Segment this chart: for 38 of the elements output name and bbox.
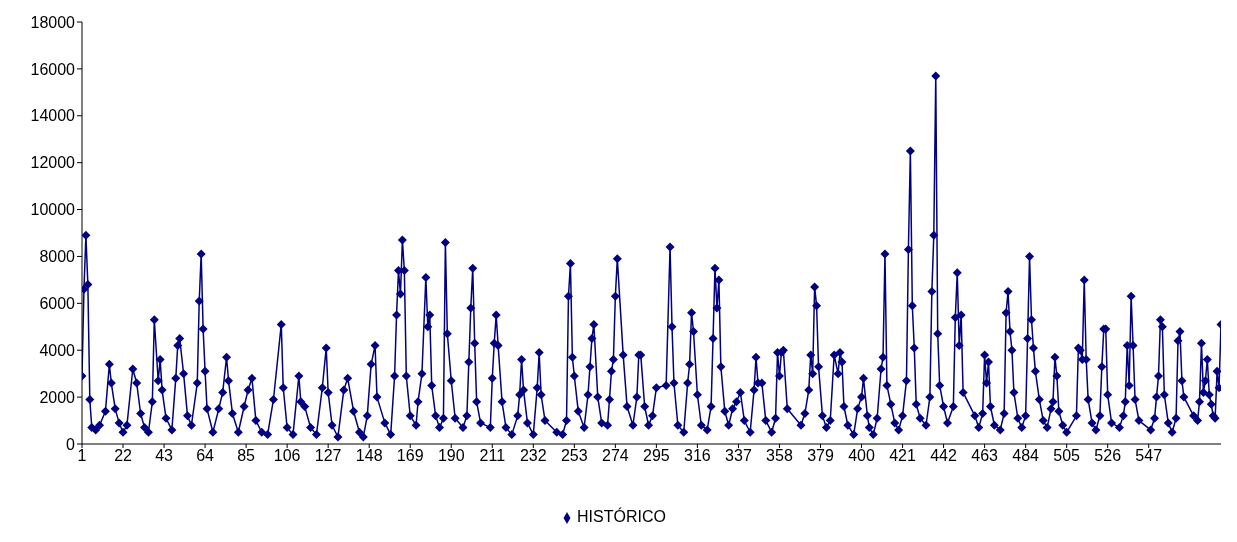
x-tick-label: 505 [1053, 447, 1081, 465]
y-tick-label: 4000 [39, 341, 76, 359]
y-tick-label: 16000 [30, 60, 76, 78]
x-tick-label: 463 [971, 447, 999, 465]
y-tick-label: 2000 [39, 388, 76, 406]
y-tick-label: 6000 [39, 295, 76, 313]
x-tick-label: 547 [1135, 447, 1163, 465]
x-tick-label: 64 [196, 447, 215, 465]
x-tick-label: 442 [930, 447, 958, 465]
x-tick-label: 316 [684, 447, 711, 465]
x-tick-label: 274 [602, 447, 629, 465]
x-tick-label: 211 [479, 447, 506, 465]
x-tick-label: 232 [519, 447, 547, 465]
x-tick-label: 190 [437, 447, 465, 465]
x-tick-label: 106 [273, 447, 301, 465]
y-tick-label: 14000 [30, 107, 76, 125]
x-tick-label: 526 [1094, 447, 1122, 465]
x-tick-label: 421 [889, 447, 916, 465]
y-tick-label: 10000 [30, 201, 76, 219]
y-tick-label: 0 [66, 435, 76, 453]
x-tick-label: 127 [314, 447, 342, 465]
x-tick-label: 337 [725, 447, 752, 465]
x-tick-label: 148 [355, 447, 383, 465]
x-tick-label: 22 [114, 447, 133, 465]
y-tick-label: 12000 [30, 154, 76, 172]
x-tick-label: 169 [396, 447, 424, 465]
x-tick-label: 358 [766, 447, 793, 465]
x-tick-label: 400 [848, 447, 875, 465]
y-tick-label: 18000 [30, 13, 76, 31]
x-tick-label: 253 [560, 447, 588, 465]
x-tick-label: 295 [643, 447, 670, 465]
x-tick-label: 43 [155, 447, 174, 465]
x-tick-label: 379 [807, 447, 834, 465]
x-tick-label: 484 [1012, 447, 1040, 465]
legend-label: HISTÓRICO [577, 508, 666, 525]
x-tick-label: 85 [237, 447, 256, 465]
y-tick-label: 8000 [39, 248, 76, 266]
x-tick-label: 1 [77, 447, 87, 465]
